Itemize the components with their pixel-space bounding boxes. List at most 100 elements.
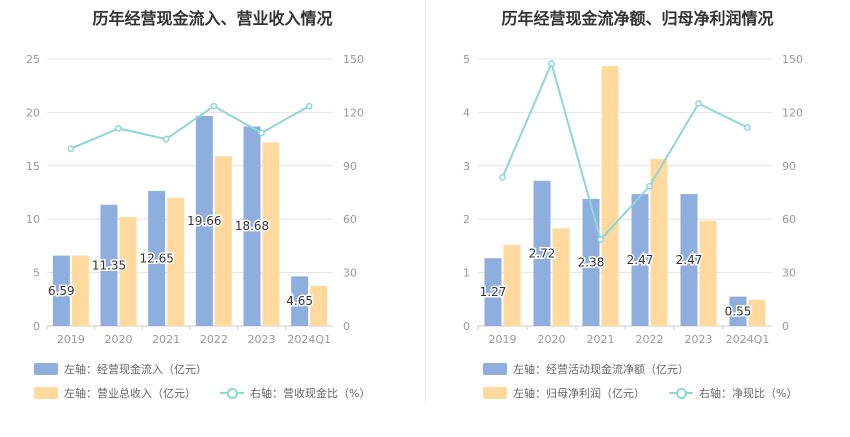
right-axis-tick-label: 60: [343, 213, 357, 226]
series-line: [70, 104, 310, 150]
bar-data-label: 2.38: [578, 255, 605, 269]
line-point: [258, 129, 265, 137]
bar-bar-series-1: [533, 180, 551, 326]
bar-data-label: 4.65: [286, 294, 313, 308]
bar-data-label: 2.47: [676, 253, 703, 267]
x-axis-tick-label: 2021: [152, 333, 180, 346]
bar-bar-series-1: [631, 194, 649, 326]
bar-bar-series-2: [601, 65, 619, 326]
x-axis-tick-label: 2024Q1: [287, 333, 331, 346]
legend-swatch-icon: [34, 363, 58, 375]
left-axis-tick-label: 10: [26, 213, 40, 226]
legend-line-icon: [669, 387, 693, 399]
chart-svg: 0 5 10 15 20 25 0 30 60 90 120 150 2019 2020 2021 2022 2…: [26, 53, 364, 346]
bar-bar-series-2: [552, 228, 570, 326]
chart-panel-left: 历年经营现金流入、营业收入情况 0 5 10 15 20 25 0 30 60 90 120 150 2…: [26, 9, 370, 401]
x-axis-tick-label: 2023: [685, 333, 713, 346]
right-axis-tick-label: 120: [343, 106, 364, 119]
legend-item-bar2[interactable]: 左轴：营业总收入（亿元）: [34, 385, 196, 401]
bar-data-label: 12.65: [139, 251, 173, 265]
chart-panel-right: 历年经营现金流净额、归母净利润情况 0 1 2 3 4 5 0 30 60 90 120 150 201…: [425, 0, 850, 437]
bar-bar-series-1: [52, 255, 70, 326]
right-axis-tick-label: 60: [782, 213, 796, 226]
legend-label: 左轴：经营活动现金流净额（亿元）: [513, 363, 689, 376]
bar-bar-series-2: [167, 197, 185, 326]
line-point: [695, 100, 702, 107]
legend-item-bar1[interactable]: 左轴：经营活动现金流净额（亿元）: [483, 361, 689, 377]
line-point: [646, 182, 653, 190]
left-axis-tick-label: 5: [463, 53, 470, 66]
bar-bar-series-2: [119, 217, 137, 326]
right-axis-tick-label: 120: [782, 106, 803, 119]
bar-bar-series-1: [291, 276, 309, 326]
x-axis-tick-label: 2022: [636, 333, 664, 346]
bar-bar-series-2: [310, 285, 328, 326]
bar-bar-series-2: [748, 299, 766, 326]
x-axis-tick-label: 2020: [105, 333, 133, 346]
x-axis-tick-label: 2023: [248, 333, 276, 346]
x-axis-tick-label: 2020: [538, 333, 566, 346]
bar-bar-series-2: [699, 220, 717, 326]
bar-bar-series-2: [650, 158, 668, 326]
x-axis-tick-label: 2019: [489, 333, 517, 346]
legend-label: 右轴：营收现金比（%）: [250, 387, 371, 400]
line-point: [597, 236, 604, 244]
right-axis-tick-label: 30: [343, 267, 357, 280]
bar-bar-series-1: [243, 126, 261, 327]
right-axis-tick-label: 0: [782, 320, 789, 333]
legend-item-line[interactable]: 右轴：营收现金比（%）: [220, 385, 370, 401]
bar-data-label: 0.55: [725, 304, 752, 318]
left-axis-tick-label: 25: [26, 53, 40, 66]
bar-data-label: 6.59: [48, 284, 75, 298]
x-axis-tick-label: 2022: [200, 333, 228, 346]
series-line: [501, 60, 748, 242]
line-point: [744, 124, 751, 131]
left-axis-tick-label: 2: [463, 213, 470, 226]
bar-data-label: 1.27: [480, 285, 507, 299]
bar-data-label: 2.72: [529, 246, 556, 260]
x-axis-tick-label: 2019: [57, 333, 85, 346]
line-point: [67, 145, 75, 153]
legend-label: 左轴：归母净利润（亿元）: [513, 387, 645, 400]
legend-label: 左轴：经营现金流入（亿元）: [64, 363, 207, 376]
legend-swatch-icon: [483, 363, 507, 375]
legend-swatch-icon: [483, 387, 507, 399]
left-axis-tick-label: 20: [26, 106, 40, 119]
right-axis-tick-label: 0: [343, 320, 350, 333]
bar-bar-series-1: [729, 296, 747, 326]
left-axis-tick-label: 3: [463, 160, 470, 173]
bar-bar-series-2: [71, 255, 89, 326]
right-axis-tick-label: 90: [782, 160, 796, 173]
line-point: [115, 125, 122, 132]
line-point: [548, 60, 555, 67]
bar-data-label: 2.47: [627, 253, 654, 267]
legend-item-line[interactable]: 右轴：净现比（%）: [669, 385, 797, 401]
line-point: [210, 102, 218, 110]
legend-item-bar2[interactable]: 左轴：归母净利润（亿元）: [483, 385, 645, 401]
right-axis-tick-label: 150: [343, 53, 364, 66]
chart-svg: 0 1 2 3 4 5 0 30 60 90 120 150 2019 2020 2021 2022 2023 2…: [463, 53, 803, 346]
bar-bar-series-1: [582, 198, 600, 326]
legend-item-bar1[interactable]: 左轴：经营现金流入（亿元）: [34, 361, 207, 377]
right-axis-tick-label: 150: [782, 53, 803, 66]
line-point: [162, 135, 170, 143]
legend-label: 左轴：营业总收入（亿元）: [64, 387, 196, 400]
bar-data-label: 19.66: [187, 214, 221, 228]
x-axis-tick-label: 2024Q1: [726, 333, 770, 346]
bar-bar-series-1: [195, 116, 213, 327]
bar-data-label: 11.35: [92, 258, 126, 272]
left-axis-tick-label: 0: [463, 320, 470, 333]
legend-label: 右轴：净现比（%）: [699, 387, 798, 400]
bar-bar-series-2: [214, 156, 232, 326]
legend-swatch-icon: [34, 387, 58, 399]
bar-bar-series-1: [100, 204, 118, 326]
bar-bar-series-1: [148, 190, 166, 326]
left-axis-tick-label: 5: [33, 267, 40, 280]
x-axis-tick-label: 2021: [587, 333, 615, 346]
bar-bar-series-2: [503, 244, 521, 326]
right-axis-tick-label: 30: [782, 267, 796, 280]
panel-divider: [425, 0, 426, 405]
bar-data-label: 18.68: [235, 219, 269, 233]
chart-title: 历年经营现金流入、营业收入情况: [92, 9, 333, 28]
right-axis-tick-label: 90: [343, 160, 357, 173]
